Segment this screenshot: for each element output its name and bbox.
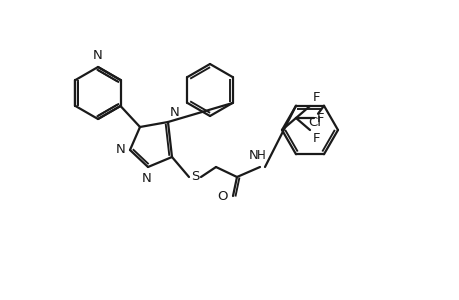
Text: N: N [170,106,179,119]
Text: O: O [217,190,228,203]
Text: S: S [190,170,199,184]
Text: N: N [93,49,103,62]
Text: N: N [116,142,126,155]
Text: N: N [249,149,258,162]
Text: F: F [316,112,324,124]
Text: Cl: Cl [308,116,321,129]
Text: N: N [142,172,151,185]
Text: H: H [256,149,265,162]
Text: F: F [312,132,320,145]
Text: F: F [312,91,320,104]
